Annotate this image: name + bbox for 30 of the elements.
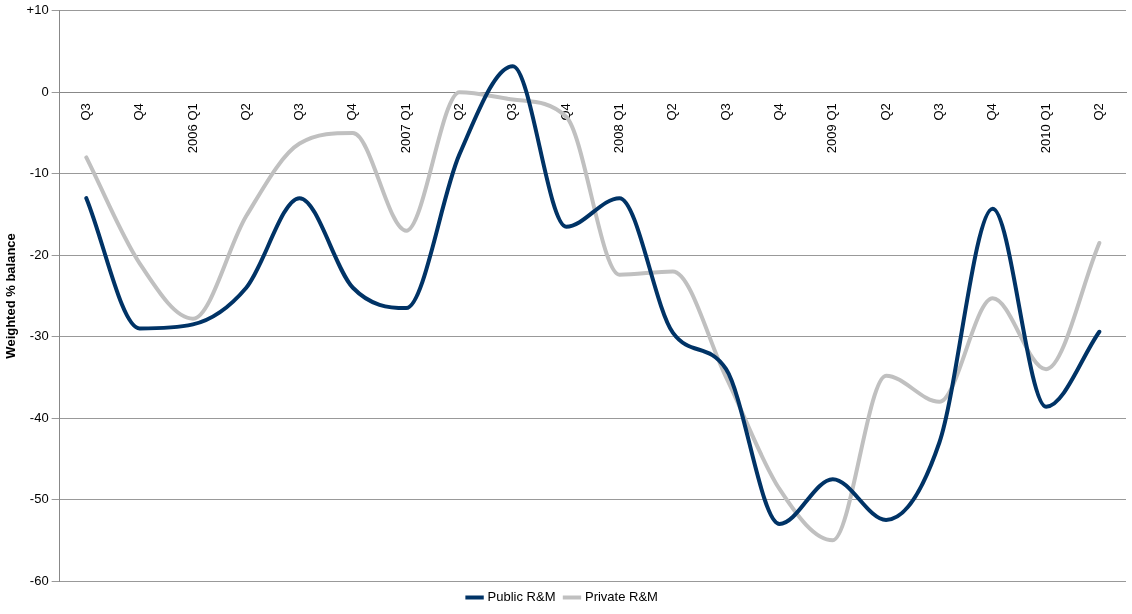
x-tick-label: 2008 Q1 — [611, 103, 627, 154]
x-tick-label: 2007 Q1 — [397, 103, 413, 154]
y-tick-label: 0 — [41, 83, 49, 99]
x-tick-label: Q3 — [77, 103, 93, 121]
x-tick-label: Q3 — [291, 103, 307, 121]
y-tick-label: -40 — [29, 409, 49, 425]
x-tick-label: Q2 — [451, 103, 467, 121]
x-tick-label: Q4 — [771, 103, 787, 121]
x-tick-label: Q4 — [984, 103, 1000, 121]
x-tick-label: 2009 Q1 — [824, 103, 840, 154]
y-tick-label: -20 — [29, 246, 49, 262]
x-tick-label: 2006 Q1 — [184, 103, 200, 154]
y-tick-label: -10 — [29, 165, 49, 181]
y-tick-label: -30 — [29, 328, 49, 344]
x-tick-label: Q2 — [877, 103, 893, 121]
x-tick-label: Q2 — [664, 103, 680, 121]
x-tick-label: Q3 — [930, 103, 946, 121]
legend-label: Public R&M — [487, 589, 556, 605]
x-tick-label: Q4 — [131, 103, 147, 121]
y-tick-label: +10 — [26, 2, 49, 18]
y-tick-label: -60 — [29, 572, 49, 588]
legend-label: Private R&M — [584, 589, 658, 605]
y-axis-title: Weighted % balance — [3, 233, 19, 359]
x-tick-label: 2010 Q1 — [1037, 103, 1053, 154]
x-tick-label: Q2 — [1090, 103, 1106, 121]
x-tick-label: Q3 — [504, 103, 520, 121]
x-tick-label: Q3 — [717, 103, 733, 121]
x-tick-label: Q4 — [344, 103, 360, 121]
x-tick-label: Q2 — [237, 103, 253, 121]
y-tick-label: -50 — [29, 491, 49, 507]
